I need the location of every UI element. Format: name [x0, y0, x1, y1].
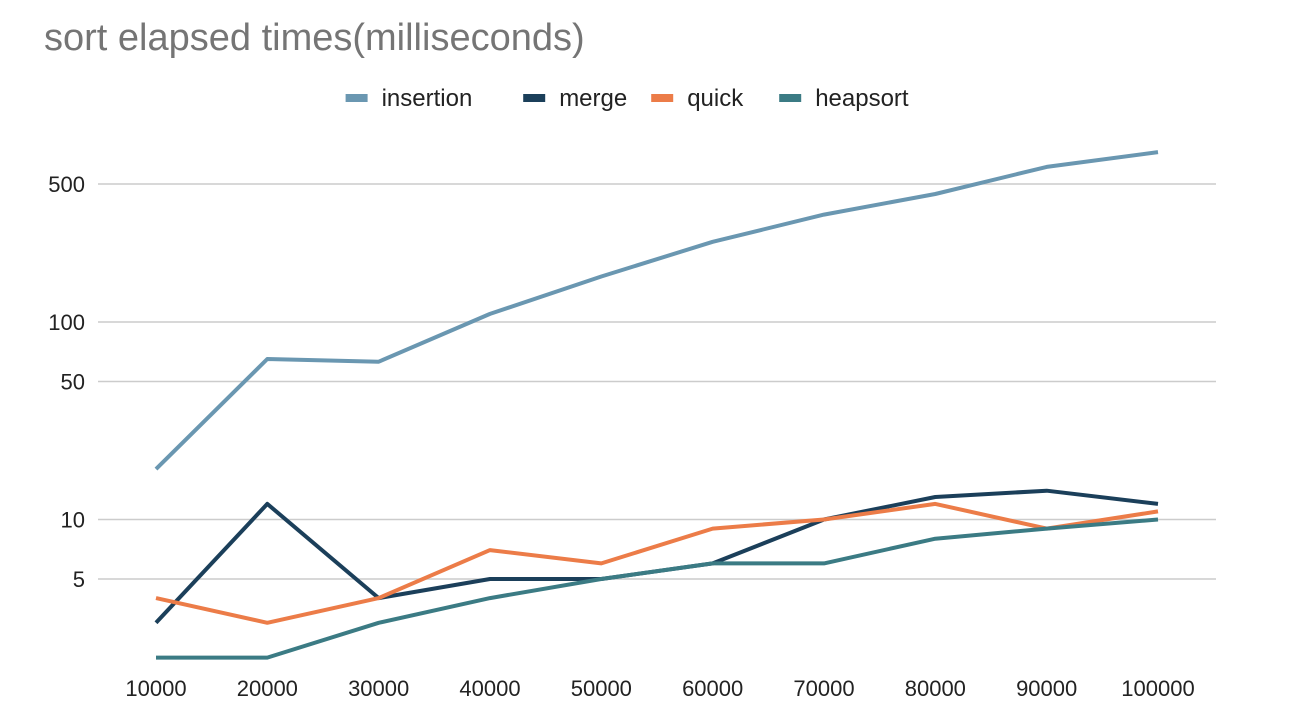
- x-tick-label: 50000: [571, 676, 632, 701]
- legend-swatch: [523, 94, 546, 102]
- y-axis: 5 10 50 100 500: [48, 172, 85, 592]
- x-tick-label: 20000: [237, 676, 298, 701]
- chart-title: sort elapsed times(milliseconds): [44, 17, 585, 59]
- y-tick-label: 100: [48, 310, 85, 335]
- legend-label: heapsort: [815, 85, 909, 112]
- legend-label: insertion: [382, 85, 473, 112]
- legend-label: quick: [687, 85, 744, 112]
- x-tick-label: 40000: [459, 676, 520, 701]
- legend-item-insertion: insertion: [345, 85, 473, 112]
- legend-item-heapsort: heapsort: [779, 85, 909, 112]
- legend: insertion merge quick heapsort: [345, 85, 909, 112]
- x-tick-label: 10000: [125, 676, 186, 701]
- x-tick-label: 90000: [1016, 676, 1077, 701]
- legend-label: merge: [559, 85, 627, 112]
- y-tick-label: 10: [61, 508, 85, 533]
- y-tick-label: 500: [48, 172, 85, 197]
- legend-item-quick: quick: [651, 85, 744, 112]
- series-line-heapsort: [156, 517, 1159, 660]
- x-tick-label: 100000: [1121, 676, 1194, 701]
- gridlines: [98, 183, 1216, 580]
- x-tick-label: 60000: [682, 676, 743, 701]
- legend-swatch: [345, 94, 368, 102]
- legend-item-merge: merge: [523, 85, 627, 112]
- x-tick-label: 80000: [905, 676, 966, 701]
- legend-swatch: [779, 94, 802, 102]
- plot-area: [154, 150, 1159, 660]
- y-tick-label: 50: [61, 370, 85, 395]
- x-tick-label: 30000: [348, 676, 409, 701]
- legend-swatch: [651, 94, 674, 102]
- y-tick-label: 5: [73, 567, 85, 592]
- x-tick-label: 70000: [793, 676, 854, 701]
- series-line-insertion: [154, 150, 1159, 471]
- series-line-merge: [154, 488, 1159, 625]
- series-line-quick: [155, 501, 1159, 625]
- x-axis: 10000 20000 30000 40000 50000 60000 70000 80000…: [125, 676, 1194, 701]
